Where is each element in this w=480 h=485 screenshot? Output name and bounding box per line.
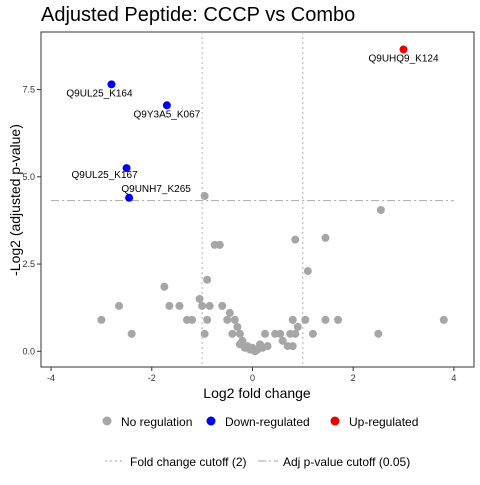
point-none bbox=[200, 329, 209, 338]
y-tick-label: 5.0 bbox=[22, 172, 35, 182]
point-none bbox=[233, 322, 242, 331]
point-none bbox=[276, 329, 285, 338]
y-axis: 0.0 2.5 5.0 7.5 bbox=[22, 85, 41, 356]
point-down bbox=[107, 80, 116, 89]
point-none bbox=[218, 301, 227, 310]
x-tick-label: -4 bbox=[47, 373, 55, 383]
point-none bbox=[223, 315, 232, 324]
chart-title: Adjusted Peptide: CCCP vs Combo bbox=[41, 4, 355, 26]
point-down bbox=[125, 193, 134, 202]
point-none bbox=[203, 315, 212, 324]
point-down bbox=[162, 101, 171, 110]
point-none bbox=[195, 294, 204, 303]
x-axis-title: Log2 fold change bbox=[203, 385, 311, 401]
legend-cutoff-lines: Fold change cutoff (2) Adj p-value cutoff… bbox=[105, 455, 410, 469]
point-none bbox=[160, 282, 169, 291]
point-none bbox=[97, 315, 106, 324]
point-up bbox=[399, 45, 408, 54]
point-none bbox=[374, 329, 383, 338]
point-label: Q9UL25_K164 bbox=[66, 88, 133, 99]
x-tick-label: 4 bbox=[451, 373, 456, 383]
point-none bbox=[303, 267, 312, 276]
point-none bbox=[288, 315, 297, 324]
x-tick-label: 2 bbox=[351, 373, 356, 383]
legend-label-none: No regulation bbox=[121, 415, 192, 429]
legend-label-cutoff: Adj p-value cutoff (0.05) bbox=[283, 455, 410, 469]
legend-label-down: Down-regulated bbox=[225, 415, 310, 429]
point-none bbox=[301, 315, 310, 324]
point-none bbox=[308, 329, 317, 338]
point-none bbox=[235, 329, 244, 338]
legend-key-up bbox=[330, 416, 340, 426]
point-none bbox=[291, 329, 300, 338]
point-label: Q9UHQ9_K124 bbox=[368, 53, 438, 64]
point-none bbox=[261, 329, 270, 338]
point-none bbox=[230, 315, 239, 324]
point-none bbox=[188, 315, 197, 324]
point-none bbox=[321, 233, 330, 242]
legend-key-none bbox=[102, 416, 112, 426]
point-none bbox=[165, 301, 174, 310]
x-axis: -4 -2 0 2 4 bbox=[47, 367, 456, 383]
point-none bbox=[203, 275, 212, 284]
point-none bbox=[115, 301, 124, 310]
point-none bbox=[334, 315, 343, 324]
cutoff-lines bbox=[51, 32, 454, 367]
point-none bbox=[127, 329, 136, 338]
x-tick-label: -2 bbox=[148, 373, 156, 383]
point-none bbox=[198, 301, 207, 310]
legend-label-up: Up-regulated bbox=[349, 415, 418, 429]
point-label: Q9Y3A5_K067 bbox=[134, 109, 201, 120]
y-tick-label: 2.5 bbox=[22, 259, 35, 269]
x-tick-label: 0 bbox=[250, 373, 255, 383]
point-none bbox=[278, 336, 287, 345]
point-none bbox=[288, 342, 297, 351]
point-none bbox=[293, 322, 302, 331]
y-tick-label: 0.0 bbox=[22, 346, 35, 356]
point-none bbox=[215, 240, 224, 249]
point-none bbox=[321, 315, 330, 324]
point-none bbox=[263, 342, 272, 351]
point-none bbox=[228, 329, 237, 338]
y-tick-label: 7.5 bbox=[22, 85, 35, 95]
legend-label-cutoff: Fold change cutoff (2) bbox=[130, 455, 247, 469]
point-none bbox=[439, 315, 448, 324]
point-none bbox=[200, 192, 209, 201]
y-axis-title: -Log2 (adjusted p-value) bbox=[7, 124, 23, 276]
point-none bbox=[225, 308, 234, 317]
data-points bbox=[97, 45, 448, 356]
point-label: Q9UL25_K167 bbox=[72, 170, 139, 181]
point-none bbox=[175, 301, 184, 310]
legend-key-down bbox=[206, 416, 216, 426]
plot-panel bbox=[40, 31, 475, 368]
point-label: Q9UNH7_K265 bbox=[121, 184, 191, 195]
point-none bbox=[291, 235, 300, 244]
point-none bbox=[376, 205, 385, 214]
point-down bbox=[122, 164, 131, 173]
point-none bbox=[238, 336, 247, 345]
point-none bbox=[205, 301, 214, 310]
legend-point-categories: No regulation Down-regulated Up-regulated bbox=[102, 415, 418, 429]
